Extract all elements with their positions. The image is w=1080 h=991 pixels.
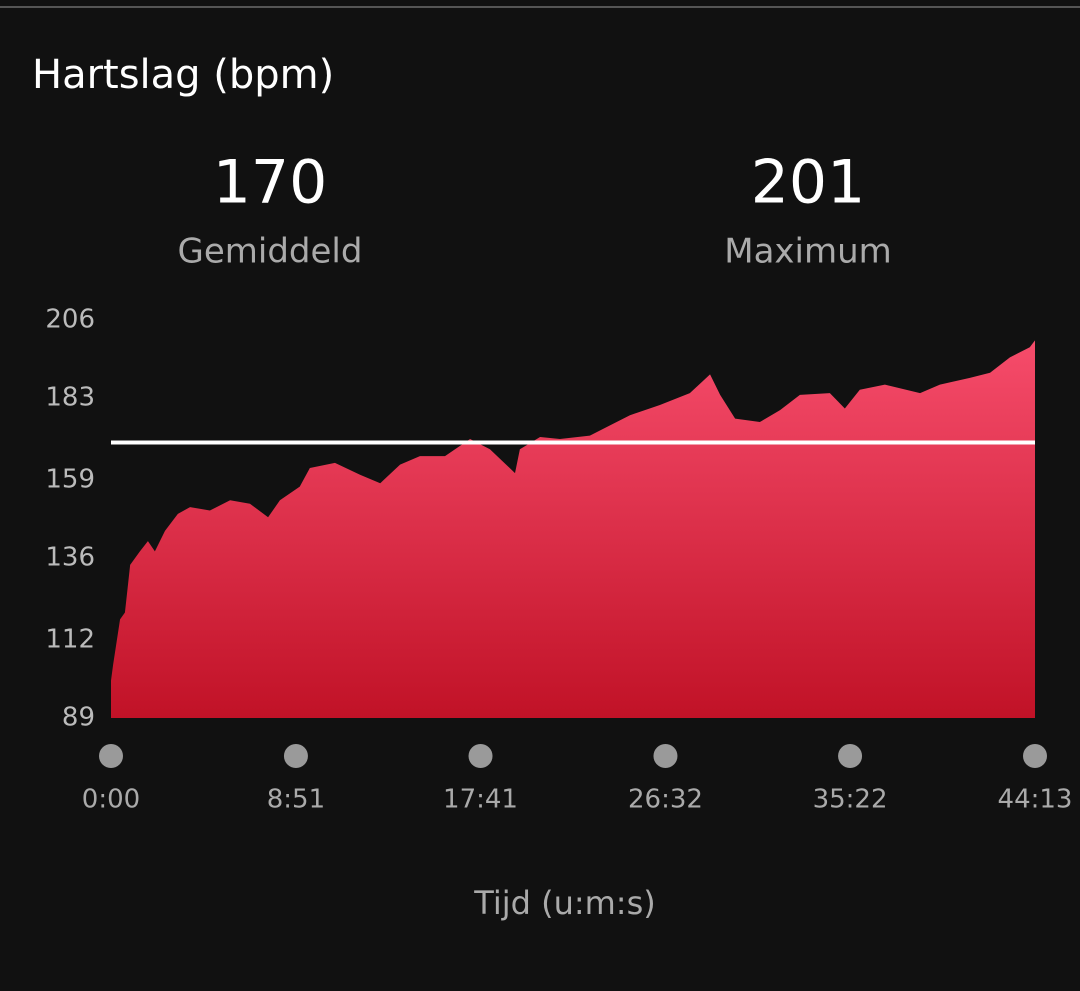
- y-tick-label: 112: [45, 624, 95, 654]
- x-tick-dot: [838, 744, 863, 768]
- x-tick-label: 26:32: [628, 785, 703, 815]
- heart-rate-area: [111, 340, 1035, 718]
- y-tick-label: 159: [45, 464, 95, 494]
- x-axis-label: Tijd (u:m:s): [473, 884, 655, 922]
- stat-value: 201: [751, 148, 866, 218]
- y-tick-label: 136: [45, 543, 95, 573]
- x-tick-dot: [468, 744, 493, 768]
- x-tick-dot: [1023, 744, 1047, 768]
- x-tick-dot: [99, 744, 123, 768]
- x-tick-dot: [283, 744, 308, 768]
- x-tick-label: 44:13: [998, 785, 1073, 815]
- top-border: [0, 6, 1080, 8]
- chart-title: Hartslag (bpm): [32, 52, 334, 98]
- stat-value: 170: [213, 148, 328, 218]
- x-tick-label: 0:00: [82, 785, 140, 815]
- stat-label: Maximum: [724, 232, 892, 272]
- x-tick-label: 17:41: [443, 785, 518, 815]
- x-tick-label: 8:51: [267, 785, 325, 815]
- stat-label: Gemiddeld: [178, 232, 363, 272]
- x-tick-label: 35:22: [813, 785, 888, 815]
- y-tick-label: 89: [62, 703, 95, 733]
- x-tick-dot: [653, 744, 678, 768]
- y-tick-label: 183: [45, 383, 95, 413]
- y-tick-label: 206: [45, 305, 95, 335]
